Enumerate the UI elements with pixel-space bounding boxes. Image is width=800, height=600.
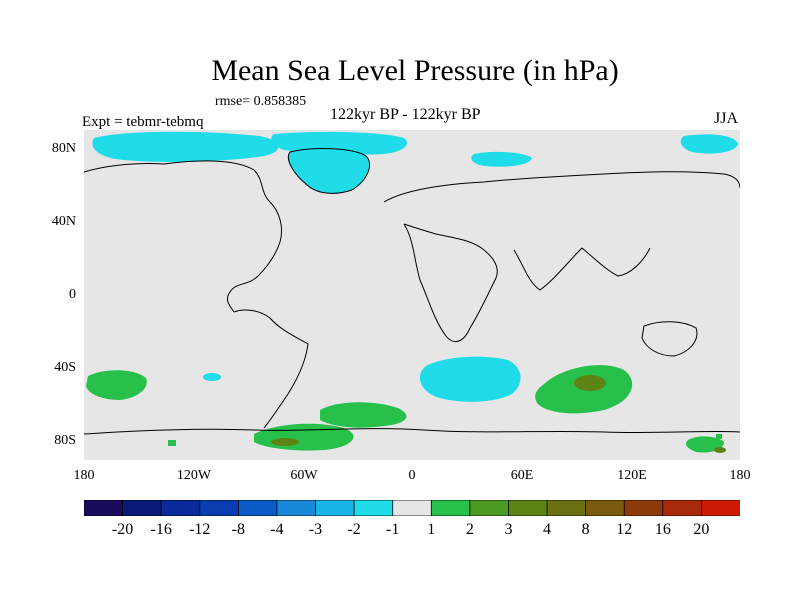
- region-south-pacific-positive: [86, 370, 147, 400]
- region-south-atlantic-negative: [419, 356, 521, 402]
- colorbar-tick-label: 1: [427, 521, 436, 538]
- lon-tick-label: 120W: [176, 468, 212, 483]
- colorbar-swatch: [430, 500, 471, 516]
- lon-tick-label: 180: [73, 468, 95, 483]
- colorbar-swatch: [315, 500, 356, 516]
- colorbar-tick-label: 2: [465, 521, 474, 538]
- colorbar-tick-label: -16: [150, 521, 172, 538]
- colorbar-tick-label: -3: [308, 521, 323, 538]
- colorbar: [84, 500, 740, 516]
- experiment-label: Expt = tebmr-tebmq: [82, 114, 204, 130]
- lat-tick-label: 80S: [54, 433, 76, 448]
- colorbar-tick-label: -1: [386, 521, 400, 538]
- lon-tick-label: 0: [408, 468, 416, 483]
- season-label: JJA: [714, 110, 739, 127]
- lon-tick-label: 60E: [510, 468, 534, 483]
- lat-tick-label: 80N: [51, 141, 76, 156]
- colorbar-tick-label: -8: [231, 521, 245, 538]
- coastlines: [84, 148, 740, 435]
- rmse-label: rmse= 0.858385: [215, 94, 307, 109]
- colorbar-tick-label: 12: [616, 521, 633, 538]
- colorbar-swatch: [392, 500, 433, 516]
- colorbar-tick-label: 3: [504, 521, 513, 538]
- colorbar-swatch: [585, 500, 626, 516]
- colorbar-swatch: [469, 500, 510, 516]
- lon-tick-label: 120E: [617, 468, 647, 483]
- colorbar-tick-label: 8: [581, 521, 590, 538]
- page-title: Mean Sea Level Pressure (in hPa): [211, 54, 619, 87]
- colorbar-tick-label: -4: [270, 521, 284, 538]
- lat-tick-label: 40S: [54, 360, 76, 375]
- colorbar-tick-label: 20: [693, 521, 710, 538]
- colorbar-swatch: [84, 500, 124, 516]
- period-label: 122kyr BP - 122kyr BP: [330, 106, 481, 123]
- lon-tick-label: 60W: [290, 468, 318, 483]
- colorbar-swatch: [353, 500, 394, 516]
- colorbar-tick-label: -12: [189, 521, 211, 538]
- colorbar-tick-label: -20: [111, 521, 134, 538]
- map-background: [84, 130, 740, 460]
- lat-tick-label: 0: [69, 287, 76, 302]
- region-south-atlantic-positive: [320, 402, 407, 428]
- region-south-pacific-negative: [203, 373, 221, 381]
- colorbar-swatch: [623, 500, 664, 516]
- lon-tick-label: 180: [729, 468, 751, 483]
- colorbar-swatch: [701, 500, 740, 516]
- colorbar-tick-label: 16: [654, 521, 671, 538]
- colorbar-swatch: [276, 500, 317, 516]
- colorbar-swatch: [508, 500, 548, 516]
- colorbar-swatch: [237, 500, 278, 516]
- region-arctic-negative: [92, 131, 738, 167]
- colorbar-swatch: [199, 500, 240, 516]
- colorbar-tick-label: 4: [543, 521, 552, 538]
- region-south-indian-positive: [535, 365, 633, 414]
- colorbar-swatch: [546, 500, 587, 516]
- colorbar-swatch: [662, 500, 703, 516]
- colorbar-swatch: [160, 500, 201, 516]
- colorbar-tick-label: -2: [347, 521, 361, 538]
- colorbar-swatch: [122, 500, 163, 516]
- lat-tick-label: 40N: [51, 214, 76, 229]
- region-greenland-negative: [288, 148, 370, 194]
- map-plot: [84, 130, 740, 460]
